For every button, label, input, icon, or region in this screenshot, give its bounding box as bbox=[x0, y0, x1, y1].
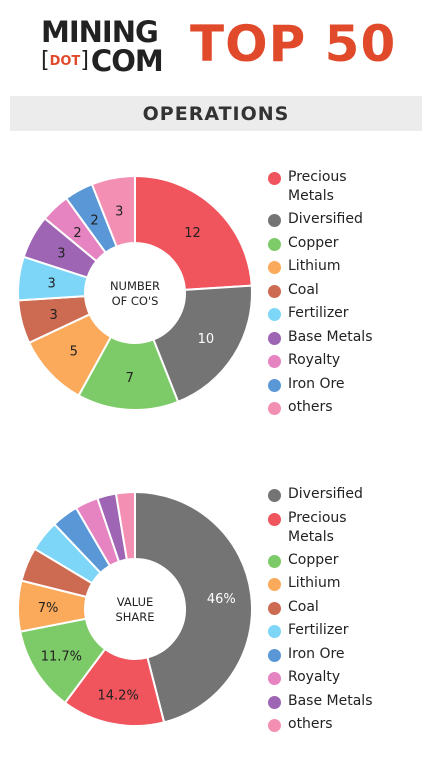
legend-swatch bbox=[268, 554, 281, 568]
legend-item-precious-metals: Precious Metals bbox=[268, 168, 347, 206]
legend-item-iron-ore: Iron Ore bbox=[268, 645, 345, 664]
legend-swatch bbox=[268, 378, 281, 392]
data-label-copper: 7 bbox=[126, 371, 134, 386]
legend-label: others bbox=[288, 716, 333, 732]
legend-label: Coal bbox=[288, 281, 319, 298]
legend-item-royalty: Royalty bbox=[268, 351, 340, 370]
logo-mining-text: MINING bbox=[41, 15, 159, 49]
section-header-bar: OPERATIONS bbox=[10, 96, 422, 131]
legend-swatch bbox=[268, 331, 281, 345]
legend-label: Coal bbox=[288, 598, 319, 615]
legend-label: Copper bbox=[288, 234, 339, 251]
legend-item-iron-ore: Iron Ore bbox=[268, 375, 345, 394]
legend-swatch bbox=[268, 402, 281, 415]
legend-label: Royalty bbox=[288, 352, 341, 368]
legend-item-fertilizer: Fertilizer bbox=[268, 304, 349, 323]
legend-label: Copper bbox=[288, 551, 339, 568]
data-label-others: 3 bbox=[115, 204, 123, 219]
legend-label: Base Metals bbox=[288, 328, 373, 345]
legend-label: Royalty bbox=[288, 669, 341, 685]
legend-swatch bbox=[268, 489, 281, 502]
legend-swatch bbox=[268, 719, 281, 732]
donut-center-label: NUMBER OF CO'S bbox=[110, 279, 160, 308]
headline-top-50: TOP 50 bbox=[190, 15, 397, 73]
slice-diversified bbox=[134, 490, 253, 724]
data-label-lithium: 7% bbox=[38, 601, 59, 616]
legend-label: others bbox=[288, 399, 333, 415]
slice-others bbox=[114, 490, 136, 561]
legend-label: Lithium bbox=[288, 258, 341, 274]
legend-swatch bbox=[268, 214, 281, 227]
legend-label: Fertilizer bbox=[288, 305, 349, 321]
miningdotcom-logo: MINING [DOT] COM bbox=[41, 15, 166, 78]
legend-label: Iron Ore bbox=[288, 375, 345, 392]
data-label-iron-ore: 2 bbox=[90, 213, 98, 228]
legend-item-base-metals: Base Metals bbox=[268, 328, 373, 347]
data-label-precious-metals: 14.2% bbox=[98, 688, 139, 703]
legend-item-royalty: Royalty bbox=[268, 668, 340, 687]
data-label-royalty: 2 bbox=[73, 226, 81, 241]
data-label-copper: 11.7% bbox=[41, 649, 82, 664]
slice-others bbox=[90, 174, 136, 248]
donut-chart-2: 46% 14.2% 11.7% 7% VALUE SHARE bbox=[17, 490, 253, 727]
legend-item-coal: Coal bbox=[268, 598, 319, 617]
data-label-lithium: 5 bbox=[70, 345, 78, 360]
legend-item-diversified: Diversified bbox=[268, 210, 363, 229]
legend-swatch bbox=[268, 672, 281, 685]
legend-swatch bbox=[268, 601, 281, 615]
legend-label: Iron Ore bbox=[288, 645, 345, 662]
slice-precious-metals bbox=[134, 174, 253, 291]
legend-swatch bbox=[268, 261, 281, 274]
section-title: OPERATIONS bbox=[142, 102, 290, 125]
legend-swatch bbox=[268, 237, 281, 251]
slice-diversified bbox=[152, 284, 253, 404]
data-label-diversified: 46% bbox=[207, 592, 236, 607]
legend-swatch bbox=[268, 308, 281, 321]
donut-center-label: VALUE SHARE bbox=[115, 595, 154, 624]
logo-dot-mark: [DOT] bbox=[41, 48, 89, 73]
logo-dot-text: DOT bbox=[49, 53, 81, 69]
legend-label: Lithium bbox=[288, 575, 341, 591]
legend-label: Precious Metals bbox=[288, 169, 347, 204]
data-label-fertilizer: 3 bbox=[48, 276, 56, 291]
legend-item-coal: Coal bbox=[268, 281, 319, 300]
legend-item-copper: Copper bbox=[268, 234, 338, 253]
legend-label: Fertilizer bbox=[288, 622, 349, 638]
logo-com-text: COM bbox=[90, 44, 164, 78]
legend-swatch bbox=[268, 578, 281, 591]
legend-swatch bbox=[268, 695, 281, 709]
logo-second-line: [DOT] COM bbox=[41, 44, 164, 78]
legend-swatch bbox=[268, 512, 281, 526]
legend-item-diversified: Diversified bbox=[268, 485, 363, 504]
legend-item-lithium: Lithium bbox=[268, 574, 340, 593]
legend-label: Diversified bbox=[288, 486, 363, 502]
legend-item-base-metals: Base Metals bbox=[268, 692, 373, 711]
legend-item-others: others bbox=[268, 398, 333, 417]
legend-label: Diversified bbox=[288, 211, 363, 227]
legend-swatch bbox=[268, 172, 281, 185]
data-label-coal: 3 bbox=[49, 308, 57, 323]
legend-item-lithium: Lithium bbox=[268, 257, 340, 276]
data-label-precious-metals: 12 bbox=[184, 226, 201, 241]
data-label-base-metals: 3 bbox=[57, 247, 65, 262]
legend-label: Precious Metals bbox=[288, 509, 347, 545]
legend-item-fertilizer: Fertilizer bbox=[268, 621, 349, 640]
legend-label: Base Metals bbox=[288, 692, 373, 709]
legend-swatch bbox=[268, 648, 281, 662]
legend-item-copper: Copper bbox=[268, 551, 338, 570]
legend-swatch bbox=[268, 284, 281, 298]
legend-item-precious-metals: Precious Metals bbox=[268, 509, 347, 547]
legend-swatch bbox=[268, 625, 281, 638]
legend-item-others: others bbox=[268, 715, 333, 734]
legend-swatch bbox=[268, 355, 281, 368]
data-label-diversified: 10 bbox=[198, 332, 215, 347]
